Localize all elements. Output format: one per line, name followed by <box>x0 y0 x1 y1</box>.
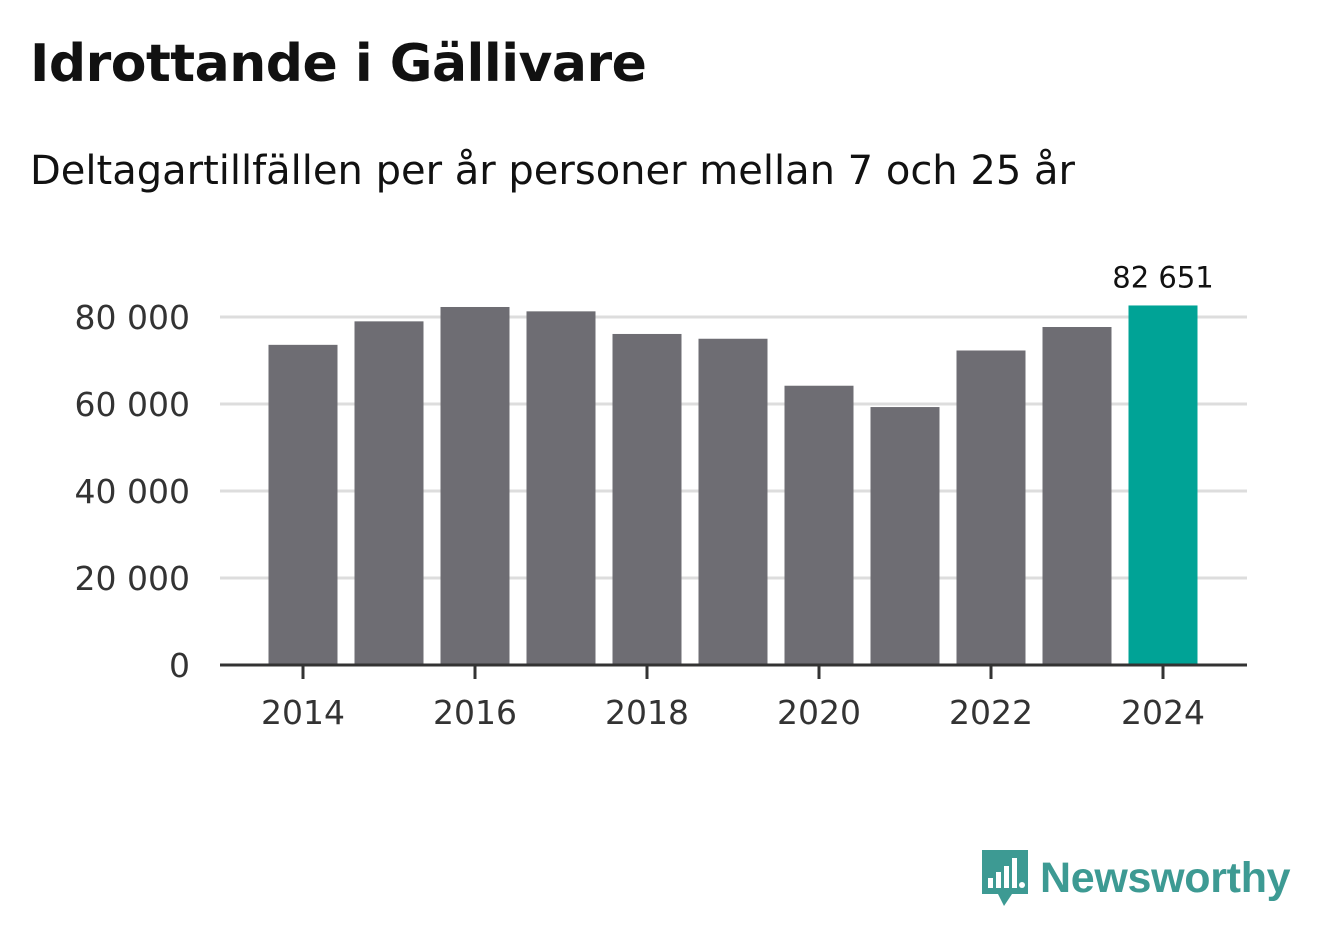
y-axis-ticks: 0 20 000 40 000 60 000 80 000 <box>75 298 190 685</box>
bar-2022 <box>956 350 1026 665</box>
x-tick-label-2014: 2014 <box>261 693 345 732</box>
brand-name: Newsworthy <box>1040 853 1291 902</box>
x-axis: 2014 2016 2018 2020 2022 2024 <box>220 663 1247 732</box>
bar-2024 <box>1128 305 1198 665</box>
x-tick-label-2020: 2020 <box>777 693 861 732</box>
bars <box>268 305 1198 665</box>
bar-2017 <box>526 311 596 665</box>
bar-2015 <box>354 321 424 665</box>
x-tick-label-2016: 2016 <box>433 693 517 732</box>
x-tick-label-2018: 2018 <box>605 693 689 732</box>
bar-2019 <box>698 338 768 665</box>
bar-2021 <box>870 407 940 665</box>
y-tick-label-60000: 60 000 <box>75 385 190 424</box>
data-labels: 82 651 <box>1112 260 1213 294</box>
y-tick-label-20000: 20 000 <box>75 559 190 598</box>
y-tick-label-0: 0 <box>169 646 190 685</box>
newsworthy-logo: Newsworthy <box>980 848 1291 908</box>
x-tick-label-2024: 2024 <box>1121 693 1205 732</box>
bar-2016 <box>440 306 510 665</box>
bar-2020 <box>784 385 854 665</box>
bar-2014 <box>268 344 338 665</box>
bar-2023 <box>1042 327 1112 665</box>
x-tick-label-2022: 2022 <box>949 693 1033 732</box>
chart-subtitle: Deltagartillfällen per år personer mella… <box>30 148 1075 194</box>
newsworthy-logo-icon <box>982 850 1028 906</box>
y-tick-label-80000: 80 000 <box>75 298 190 337</box>
y-tick-label-40000: 40 000 <box>75 472 190 511</box>
bar-2018 <box>612 333 682 665</box>
chart-title: Idrottande i Gällivare <box>30 34 647 94</box>
data-label-2024: 82 651 <box>1112 260 1213 294</box>
